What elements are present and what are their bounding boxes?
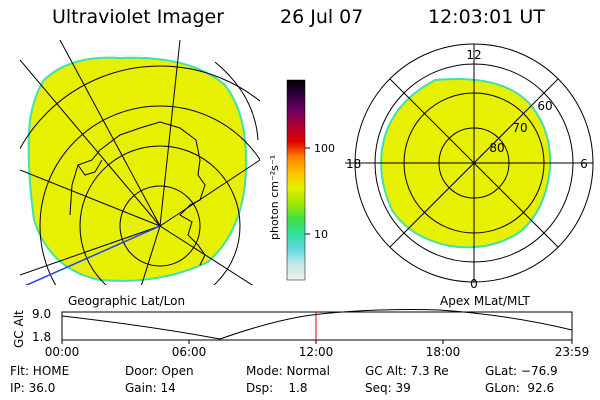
lat-label-70: 70: [512, 121, 527, 135]
apex-panel-label: Apex MLat/MLT: [440, 294, 530, 308]
info-gain: Gain: 14: [125, 381, 176, 395]
info-dsp: Dsp: 1.8: [246, 381, 308, 395]
info-glat: GLat: −76.9: [485, 364, 558, 378]
coastline: [69, 121, 206, 266]
time-tick-1800: 18:00: [426, 345, 461, 359]
colorbar-tick-100: 100: [314, 142, 335, 155]
colorbar: [286, 79, 306, 281]
mlt-label-12: 12: [466, 48, 481, 62]
info-flight: Flt: HOME: [10, 364, 70, 378]
mlt-label-6: 6: [580, 157, 588, 171]
colorbar-ticks: [305, 147, 310, 235]
colorbar-tick-10: 10: [314, 228, 328, 241]
altitude-tick-9: 9.0: [32, 307, 51, 321]
colorbar-unit-label: photon cm⁻²s⁻¹: [268, 155, 281, 240]
geographic-panel-label: Geographic Lat/Lon: [68, 294, 186, 308]
time-tick-0000: 00:00: [45, 345, 80, 359]
altitude-plot: GC Alt 9.0 1.8 00:00 06:00 12:00 18:00 2…: [12, 307, 589, 359]
apex-image: 12 18 6 0 60 70 80: [345, 43, 594, 291]
info-mode: Mode: Normal: [246, 364, 330, 378]
geo-limb-arc: [214, 61, 259, 141]
altitude-tick-1: 1.8: [32, 330, 51, 344]
info-seq: Seq: 39: [365, 381, 411, 395]
mlt-label-18: 18: [346, 157, 361, 171]
apex-grid: [345, 43, 594, 283]
altitude-plot-frame: [61, 311, 573, 341]
blue-trace: [24, 225, 161, 285]
geo-auroral-fill: [27, 56, 248, 282]
geo-grid: [20, 40, 260, 285]
observation-date: 26 Jul 07: [280, 6, 364, 28]
time-tick-0600: 06:00: [172, 345, 207, 359]
info-gc-alt: GC Alt: 7.3 Re: [365, 364, 449, 378]
geographic-image: [20, 40, 260, 285]
info-ip: IP: 36.0: [10, 381, 56, 395]
observation-time: 12:03:01 UT: [428, 6, 545, 28]
info-door: Door: Open: [125, 364, 194, 378]
info-glon: GLon: 92.6: [485, 381, 555, 395]
altitude-axis-label: GC Alt: [12, 310, 26, 348]
time-tick-1200: 12:00: [299, 345, 334, 359]
lat-label-60: 60: [537, 99, 552, 113]
altitude-x-ticks: [61, 340, 573, 344]
time-tick-2359: 23:59: [555, 345, 590, 359]
lat-label-80: 80: [489, 141, 504, 155]
instrument-title: Ultraviolet Imager: [52, 6, 225, 28]
mlt-label-0: 0: [470, 277, 478, 291]
altitude-curve: [61, 309, 573, 340]
